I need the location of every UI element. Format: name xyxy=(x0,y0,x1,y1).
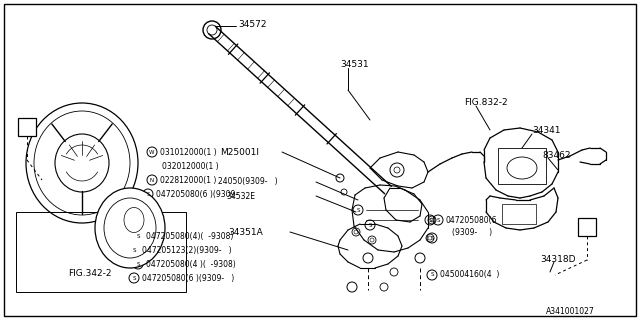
Text: (9309-     ): (9309- ) xyxy=(452,228,492,236)
Text: 34532E: 34532E xyxy=(226,191,255,201)
Text: S: S xyxy=(436,218,440,222)
Text: S: S xyxy=(136,261,140,267)
Text: A: A xyxy=(584,222,590,232)
Text: M25001I: M25001I xyxy=(220,148,259,156)
Text: S: S xyxy=(132,247,136,252)
Text: 047205080(6 )(9309-   ): 047205080(6 )(9309- ) xyxy=(142,274,234,283)
Text: 34351A: 34351A xyxy=(228,228,263,236)
Bar xyxy=(18,118,36,136)
Bar xyxy=(578,218,596,236)
Text: A: A xyxy=(24,122,30,132)
Text: S: S xyxy=(430,236,434,241)
Text: S: S xyxy=(147,191,150,196)
Text: S: S xyxy=(430,273,434,277)
Text: 022812000(1 ): 022812000(1 ) xyxy=(160,175,216,185)
Text: 83462: 83462 xyxy=(542,150,570,159)
Text: 047205123(2)(9309-   ): 047205123(2)(9309- ) xyxy=(142,245,232,254)
Text: S: S xyxy=(368,222,372,228)
Text: FIG.342-2: FIG.342-2 xyxy=(68,269,111,278)
Text: 34531: 34531 xyxy=(340,60,369,68)
Bar xyxy=(502,204,536,224)
Bar xyxy=(16,212,186,292)
Bar xyxy=(498,148,546,184)
Text: 047205080(6 )(9309-: 047205080(6 )(9309- xyxy=(156,189,238,198)
Text: 031012000(1 ): 031012000(1 ) xyxy=(160,148,216,156)
Text: 032012000(1 ): 032012000(1 ) xyxy=(162,162,219,171)
Text: S: S xyxy=(356,207,360,212)
Text: 047205080(4)(  -9308): 047205080(4)( -9308) xyxy=(146,231,234,241)
Text: 047205080(4 )(  -9308): 047205080(4 )( -9308) xyxy=(146,260,236,268)
Text: 34572: 34572 xyxy=(238,20,266,28)
Text: A341001027: A341001027 xyxy=(546,308,595,316)
Text: FIG.832-2: FIG.832-2 xyxy=(464,98,508,107)
Text: 047205080(6: 047205080(6 xyxy=(446,215,497,225)
Text: 34341: 34341 xyxy=(532,125,561,134)
Text: S: S xyxy=(428,218,432,222)
Text: 34318D: 34318D xyxy=(540,255,575,265)
Ellipse shape xyxy=(95,188,165,268)
Text: W: W xyxy=(149,149,155,155)
Text: N: N xyxy=(150,178,154,182)
Text: S: S xyxy=(136,234,140,238)
Text: 045004160(4  ): 045004160(4 ) xyxy=(440,270,499,279)
Text: S: S xyxy=(132,276,136,281)
Text: 24050(9309-   ): 24050(9309- ) xyxy=(218,177,278,186)
